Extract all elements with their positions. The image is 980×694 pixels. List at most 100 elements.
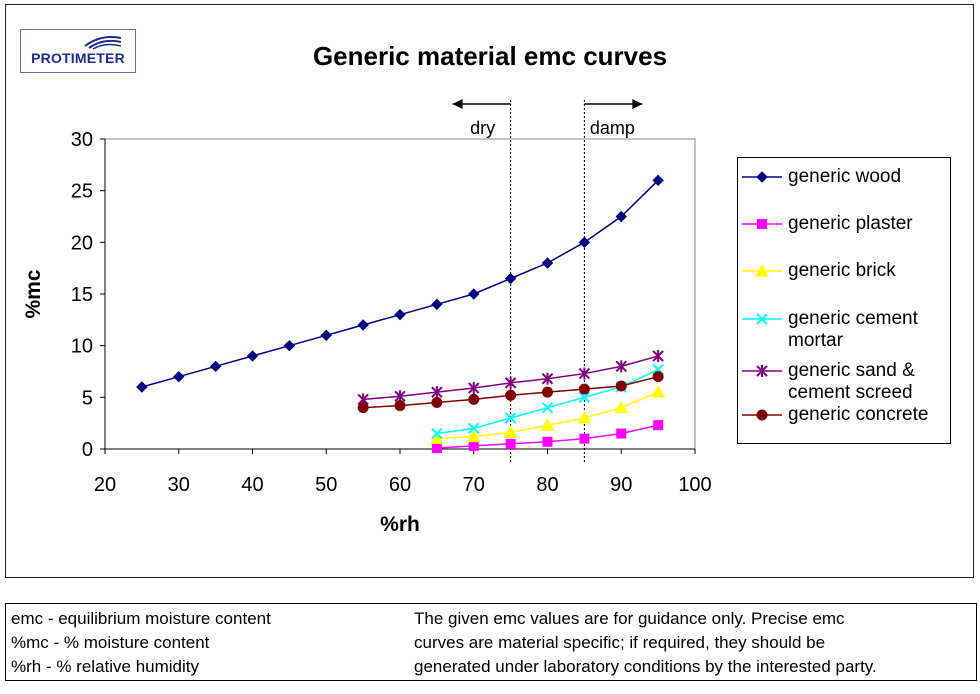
data-point [468, 440, 479, 451]
footer-def-rh: %rh - % relative humidity [11, 657, 200, 676]
data-point [579, 433, 590, 444]
data-point [468, 382, 480, 395]
data-point [652, 350, 664, 362]
data-point [320, 329, 332, 342]
y-tick-label: 25 [71, 181, 93, 203]
data-point [505, 389, 517, 401]
data-point [541, 257, 554, 269]
data-point [394, 308, 406, 321]
y-tick-label: 30 [71, 129, 93, 151]
data-point [615, 360, 627, 373]
data-point [505, 438, 516, 449]
series-0 [136, 174, 664, 393]
footer-disclaimer-line-1: The given emc values are for guidance on… [414, 609, 845, 628]
footer-disclaimer: The given emc values are for guidance on… [414, 607, 877, 679]
data-point [430, 431, 444, 445]
legend-label: generic wood [788, 166, 902, 187]
data-point [283, 339, 296, 352]
annotation-dry-label: dry [470, 118, 495, 138]
data-point [357, 402, 369, 414]
legend-marker-icon [742, 313, 782, 325]
data-point [504, 376, 517, 389]
logo-swoosh-icon [84, 36, 122, 50]
data-point [653, 420, 664, 431]
legend-marker-icon [742, 365, 782, 377]
data-point [466, 429, 481, 443]
legend-label: generic concrete [788, 404, 929, 425]
annotation-damp-label: damp [590, 118, 635, 138]
data-point [578, 236, 591, 249]
footer-disclaimer-line-3: generated under laboratory conditions by… [414, 657, 877, 676]
data-point [431, 442, 442, 453]
legend-label: generic brick [788, 260, 896, 281]
legend-marker-icon [742, 171, 782, 183]
data-point [246, 350, 259, 362]
data-point [578, 383, 590, 395]
x-tick-label: 60 [389, 474, 411, 496]
series-4 [357, 350, 664, 406]
data-point [578, 367, 591, 380]
legend-marker-icon [742, 263, 782, 277]
chart-title: Generic material emc curves [313, 41, 667, 71]
data-point [209, 360, 222, 373]
y-axis-label: %mc [22, 269, 45, 318]
data-point [394, 400, 406, 412]
series-line [141, 179, 659, 388]
chart-legend: generic wood generic plaster generic brick… [737, 157, 951, 444]
data-point [136, 381, 148, 393]
series-1 [431, 420, 664, 453]
data-point [504, 412, 517, 424]
y-tick-label: 20 [71, 232, 93, 254]
footer-definitions: emc - equilibrium moisture content %mc -… [11, 607, 271, 679]
footer-notes: emc - equilibrium moisture content %mc -… [5, 603, 977, 681]
footer-def-mc: %mc - % moisture content [11, 633, 210, 652]
data-point [357, 319, 369, 331]
x-tick-label: 40 [241, 474, 263, 496]
y-tick-label: 5 [82, 387, 93, 409]
x-axis-label: %rh [380, 513, 420, 536]
data-point [431, 298, 443, 311]
data-point [431, 386, 443, 399]
data-point [652, 174, 664, 187]
legend-label: generic sand & cement screed [788, 360, 915, 403]
series-2 [430, 385, 665, 445]
x-tick-label: 70 [463, 474, 485, 496]
logo-text: PROTIMETER [31, 50, 125, 66]
x-tick-label: 100 [678, 474, 711, 496]
data-point [468, 422, 480, 435]
data-point [578, 391, 591, 404]
chart-svg: Generic material emc curves 0 5 10 15 20 25 30… [22, 41, 712, 536]
data-point [468, 393, 480, 405]
data-point [540, 418, 555, 431]
data-point [652, 371, 664, 383]
data-point [503, 425, 518, 438]
x-tick-label: 20 [94, 474, 116, 496]
data-point [615, 210, 627, 223]
x-tick-label: 50 [315, 474, 337, 496]
x-tick-label: 90 [610, 474, 632, 496]
y-tick-label: 10 [71, 336, 93, 358]
y-tick-label: 0 [82, 439, 93, 461]
data-point [468, 288, 480, 300]
y-tick-label: 15 [71, 284, 93, 306]
data-point [615, 380, 627, 392]
data-point [616, 428, 627, 439]
protimeter-logo: PROTIMETER [20, 29, 136, 73]
x-tick-label: 30 [168, 474, 190, 496]
data-point [614, 400, 629, 414]
data-point [577, 410, 592, 424]
footer-def-emc: emc - equilibrium moisture content [11, 609, 271, 628]
legend-marker-icon [742, 219, 782, 229]
annotation-damp-arrowhead-icon [632, 99, 643, 109]
legend-label: generic plaster [788, 213, 913, 234]
x-tick-label: 80 [536, 474, 558, 496]
data-point [542, 386, 553, 398]
data-point [542, 436, 553, 447]
data-point [541, 372, 554, 385]
annotation-dry-arrowhead-icon [452, 99, 463, 109]
data-point [504, 272, 517, 285]
data-point [173, 370, 185, 383]
plot-area: 0 5 10 15 20 25 30 20 30 40 50 60 70 80 90 100 dry damp [71, 99, 712, 496]
data-point [541, 401, 554, 414]
data-point [651, 385, 665, 398]
